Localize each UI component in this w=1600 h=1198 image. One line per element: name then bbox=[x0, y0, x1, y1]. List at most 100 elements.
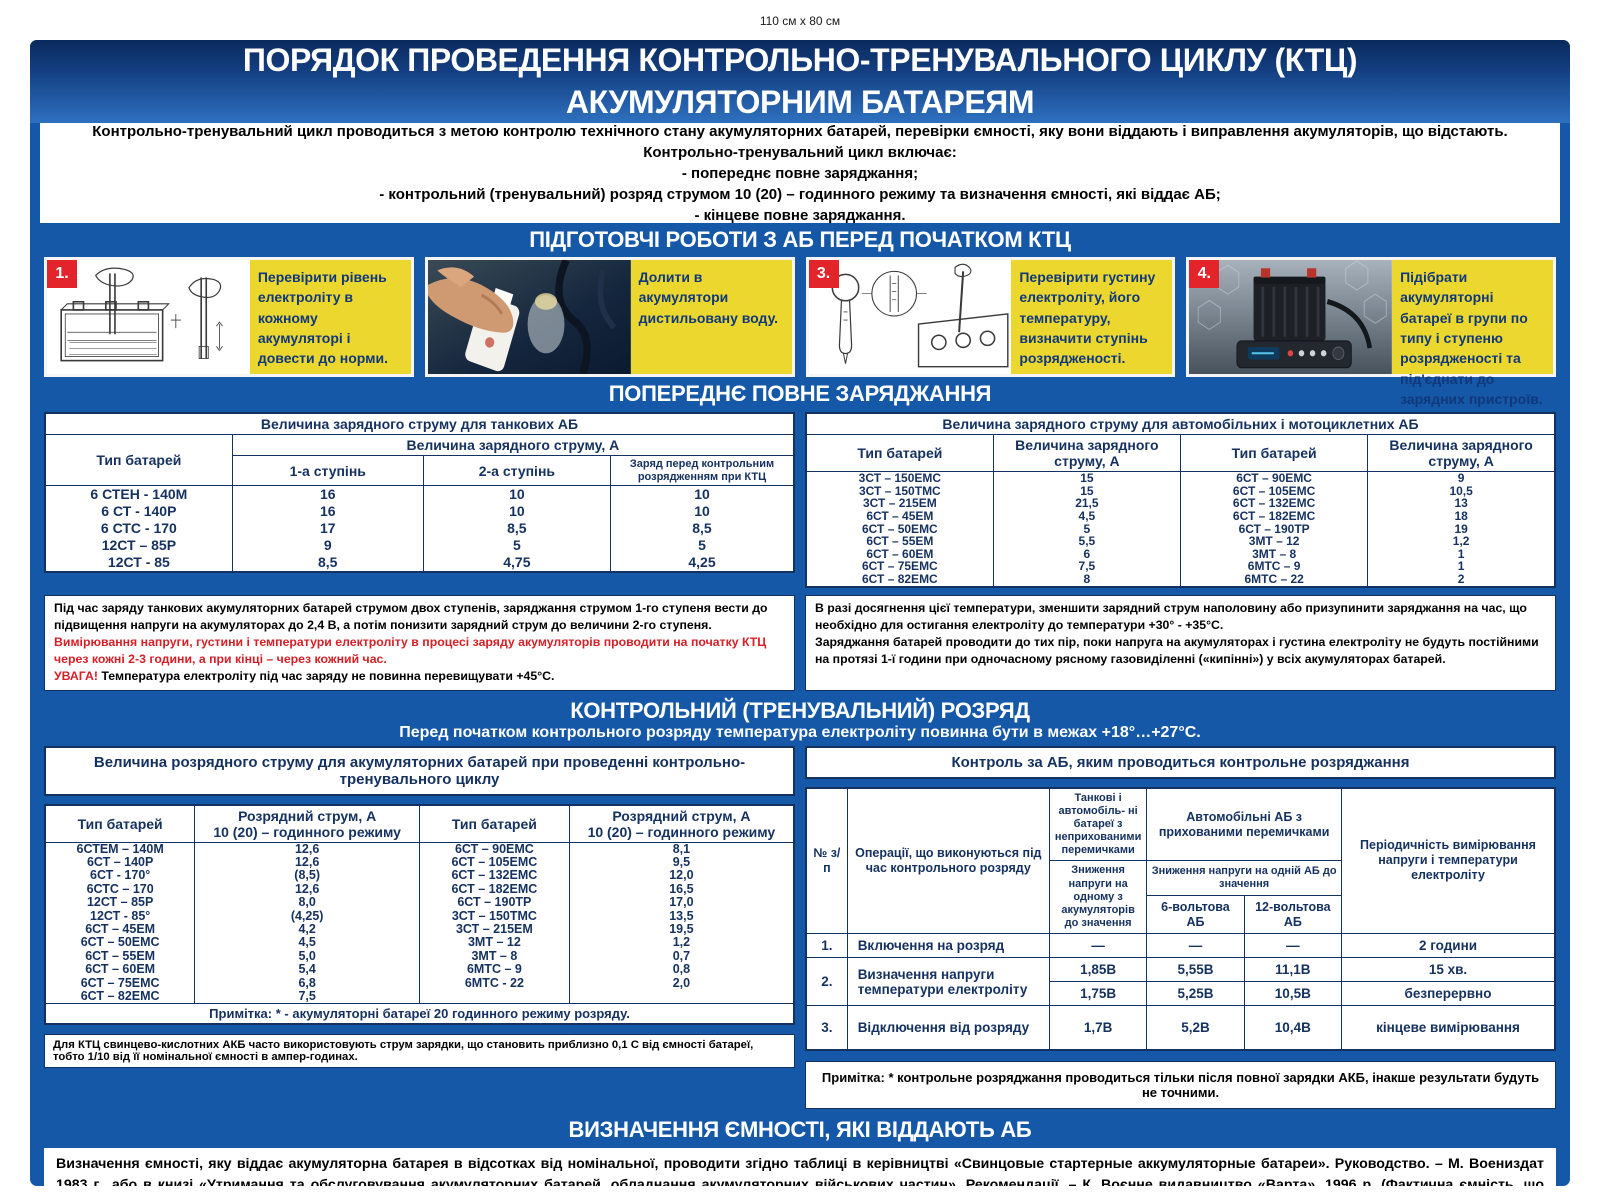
battery-ktc-poster: ПОРЯДОК ПРОВЕДЕННЯ КОНТРОЛЬНО-ТРЕНУВАЛЬН… bbox=[30, 40, 1570, 1186]
dis-col-type-2: Тип батарей bbox=[418, 804, 570, 843]
table-row: 6 СТС - 170 17 8,5 8,5 bbox=[44, 520, 795, 538]
table-cell: 6СТ – 140Р bbox=[44, 855, 196, 870]
table-row: 6СТЕМ – 140М 12,6 6СТ – 90ЕМС 8,1 bbox=[44, 842, 795, 856]
table-cell: 6СТЕМ – 140М bbox=[44, 842, 196, 856]
table-cell: 13,5 bbox=[568, 909, 795, 923]
table-cell: 2 bbox=[1367, 573, 1556, 587]
tank-battery-charge-table: Величина зарядного струму для танкових А… bbox=[44, 412, 795, 574]
table-cell: 8,5 bbox=[609, 520, 795, 538]
discharge-current-wrap: Величина розрядного струму для акумулято… bbox=[44, 745, 795, 1069]
table-cell: 6МТС - 22 bbox=[418, 976, 570, 991]
poster-title: ПОРЯДОК ПРОВЕДЕННЯ КОНТРОЛЬНО-ТРЕНУВАЛЬН… bbox=[30, 40, 1570, 124]
table-cell: 7,5 bbox=[992, 560, 1182, 573]
table-cell: 17 bbox=[231, 520, 424, 538]
tank-col-stage2: 2-а ступінь bbox=[422, 455, 611, 487]
table-row: 6СТ – 45ЕМ 4,5 6СТ – 182ЕМС 18 bbox=[805, 510, 1556, 523]
tank-col-type: Тип батарей bbox=[44, 434, 233, 487]
table-cell: 9 bbox=[1367, 471, 1556, 485]
table-cell: 6СТ – 105ЕМС bbox=[418, 855, 570, 870]
text-line: Контрольно-тренувальний цикл включає: bbox=[643, 143, 957, 161]
text-line: В разі досягнення цієї температури, змен… bbox=[815, 600, 1527, 632]
table-row: 6СТ – 50ЕМС 4,5 3МТ – 12 1,2 bbox=[44, 935, 795, 950]
electrolyte-density-check-illustration bbox=[808, 260, 1012, 375]
table-cell: 1,2 bbox=[568, 935, 795, 950]
table-cell: 4,75 bbox=[422, 554, 611, 573]
battery-charger-photo bbox=[1189, 260, 1393, 375]
table-row: 6СТ – 50ЕМС 5 6СТ – 190ТР 19 bbox=[805, 522, 1556, 536]
table-cell: 1 bbox=[1367, 548, 1556, 561]
table-row: 6 СТ - 140Р 16 10 10 bbox=[44, 503, 795, 521]
table-cell: 6СТ – 60ЕМ bbox=[44, 962, 196, 977]
prep-steps-row: 1. bbox=[44, 257, 1556, 407]
table-cell: 6СТ – 75ЕМС bbox=[805, 560, 994, 573]
table-cell: 8 bbox=[992, 573, 1182, 587]
discharge-current-title: Величина розрядного струму для акумулято… bbox=[44, 745, 795, 796]
table-cell: 18 bbox=[1367, 510, 1556, 523]
table-cell: 6СТ – 182ЕМС bbox=[418, 882, 570, 897]
table-cell: 12СТ - 85 bbox=[44, 554, 233, 573]
table-cell: 3МТ – 8 bbox=[418, 949, 570, 964]
table-row: 12СТ – 85Р 8,0 6СТ – 190ТР 17,0 bbox=[44, 895, 795, 910]
discharge-section-subheader: Перед початком контрольного розряду темп… bbox=[399, 723, 1201, 741]
table-cell: 3СТ – 150ЕМС bbox=[805, 471, 994, 485]
step-3-instruction: Перевірити густину електроліту, його тем… bbox=[1011, 260, 1173, 375]
table-cell: 6СТ - 170° bbox=[44, 868, 196, 883]
table-cell: 10 bbox=[422, 485, 611, 504]
precharge-tables: Величина зарядного струму для танкових А… bbox=[44, 412, 1556, 588]
table-cell: 12,6 bbox=[194, 882, 420, 897]
table-row: 3СТ – 150ЕМС 15 6СТ – 90ЕМС 9 bbox=[805, 471, 1556, 485]
table-cell: 5,5 bbox=[992, 535, 1182, 548]
table-cell bbox=[418, 990, 570, 1004]
text-line: - контрольний (тренувальний) розряд стру… bbox=[379, 185, 1221, 203]
table-cell: 6МТС – 9 bbox=[418, 962, 570, 977]
control-table-title: Контроль за АБ, яким проводиться контрол… bbox=[805, 745, 1556, 779]
discharge-section-header: КОНТРОЛЬНИЙ (ТРЕНУВАЛЬНИЙ) РОЗРЯД bbox=[570, 697, 1030, 723]
poster-title-line1: ПОРЯДОК ПРОВЕДЕННЯ КОНТРОЛЬНО-ТРЕНУВАЛЬН… bbox=[242, 42, 1358, 78]
table-cell: 6СТ – 55ЕМ bbox=[44, 949, 196, 964]
table-cell: 10 bbox=[609, 485, 795, 504]
step-1-instruction: Перевірити рівень електроліту в кожному … bbox=[249, 260, 411, 375]
step-1-number-badge: 1. bbox=[47, 260, 77, 289]
table-cell: 15 bbox=[992, 471, 1182, 485]
table-cell: 17,0 bbox=[568, 895, 795, 910]
step-2-instruction: Долити в акумулятори дистильовану воду. bbox=[630, 260, 792, 375]
table-cell: 6 СТС - 170 bbox=[44, 520, 233, 538]
table-cell: 12,6 bbox=[194, 855, 420, 870]
control-row-2a: 2. Визначення напруги температури електр… bbox=[805, 957, 1556, 1007]
water-refill-photo-sketch bbox=[427, 260, 631, 375]
tank-charging-note: Під час заряду танкових акумуляторних ба… bbox=[44, 594, 795, 691]
tank-table-title: Величина зарядного струму для танкових А… bbox=[44, 412, 795, 436]
table-cell: (4,25) bbox=[194, 909, 420, 923]
table-cell: 3МТ – 12 bbox=[1179, 535, 1369, 548]
table-cell: 16 bbox=[231, 503, 424, 521]
table-cell: 10 bbox=[422, 503, 611, 521]
control-row-3: 3. Відключення від розряду 1,7В 5,2В 10,… bbox=[805, 1005, 1556, 1051]
table-cell: 4,25 bbox=[609, 554, 795, 573]
table-cell: 6СТ – 82ЕМС bbox=[805, 573, 994, 587]
tank-col-group: Величина зарядного струму, А bbox=[231, 434, 795, 457]
table-cell bbox=[568, 990, 795, 1004]
table-cell: 4,5 bbox=[194, 935, 420, 950]
ktc-current-note: Для КТЦ свинцево-кислотних АКБ часто вик… bbox=[44, 1034, 795, 1069]
table-cell: 3МТ – 8 bbox=[1179, 548, 1369, 561]
table-cell: 6 СТЕН - 140М bbox=[44, 485, 233, 504]
precharge-section-header: ПОПЕРЕДНЄ ПОВНЕ ЗАРЯДЖАННЯ bbox=[608, 381, 992, 407]
table-cell: 2,0 bbox=[568, 976, 795, 991]
table-row: 6СТ – 45ЕМ 4,2 3СТ – 215ЕМ 19,5 bbox=[44, 922, 795, 937]
control-row-1: 1. Включення на розряд — — — 2 години bbox=[805, 933, 1556, 959]
ctl-col-tank: Танкові і автомобіль- ні батареї з непри… bbox=[1048, 787, 1148, 862]
auto-col-type-1: Тип батарей bbox=[805, 434, 994, 473]
table-cell: 9 bbox=[231, 537, 424, 555]
table-cell: 1 bbox=[1367, 560, 1556, 573]
table-cell: 12,6 bbox=[194, 842, 420, 856]
table-cell: 6МТС – 9 bbox=[1179, 560, 1369, 573]
table-cell: 12СТ – 85Р bbox=[44, 895, 196, 910]
table-cell: 6МТС – 22 bbox=[1179, 573, 1369, 587]
table-cell: 6СТ – 105ЕМС bbox=[1179, 485, 1369, 498]
table-cell: 21,5 bbox=[992, 497, 1182, 510]
control-discharge-table: № з/п Операції, що виконуються під час к… bbox=[805, 786, 1556, 1051]
distilled-water-refill-photo bbox=[427, 260, 631, 375]
